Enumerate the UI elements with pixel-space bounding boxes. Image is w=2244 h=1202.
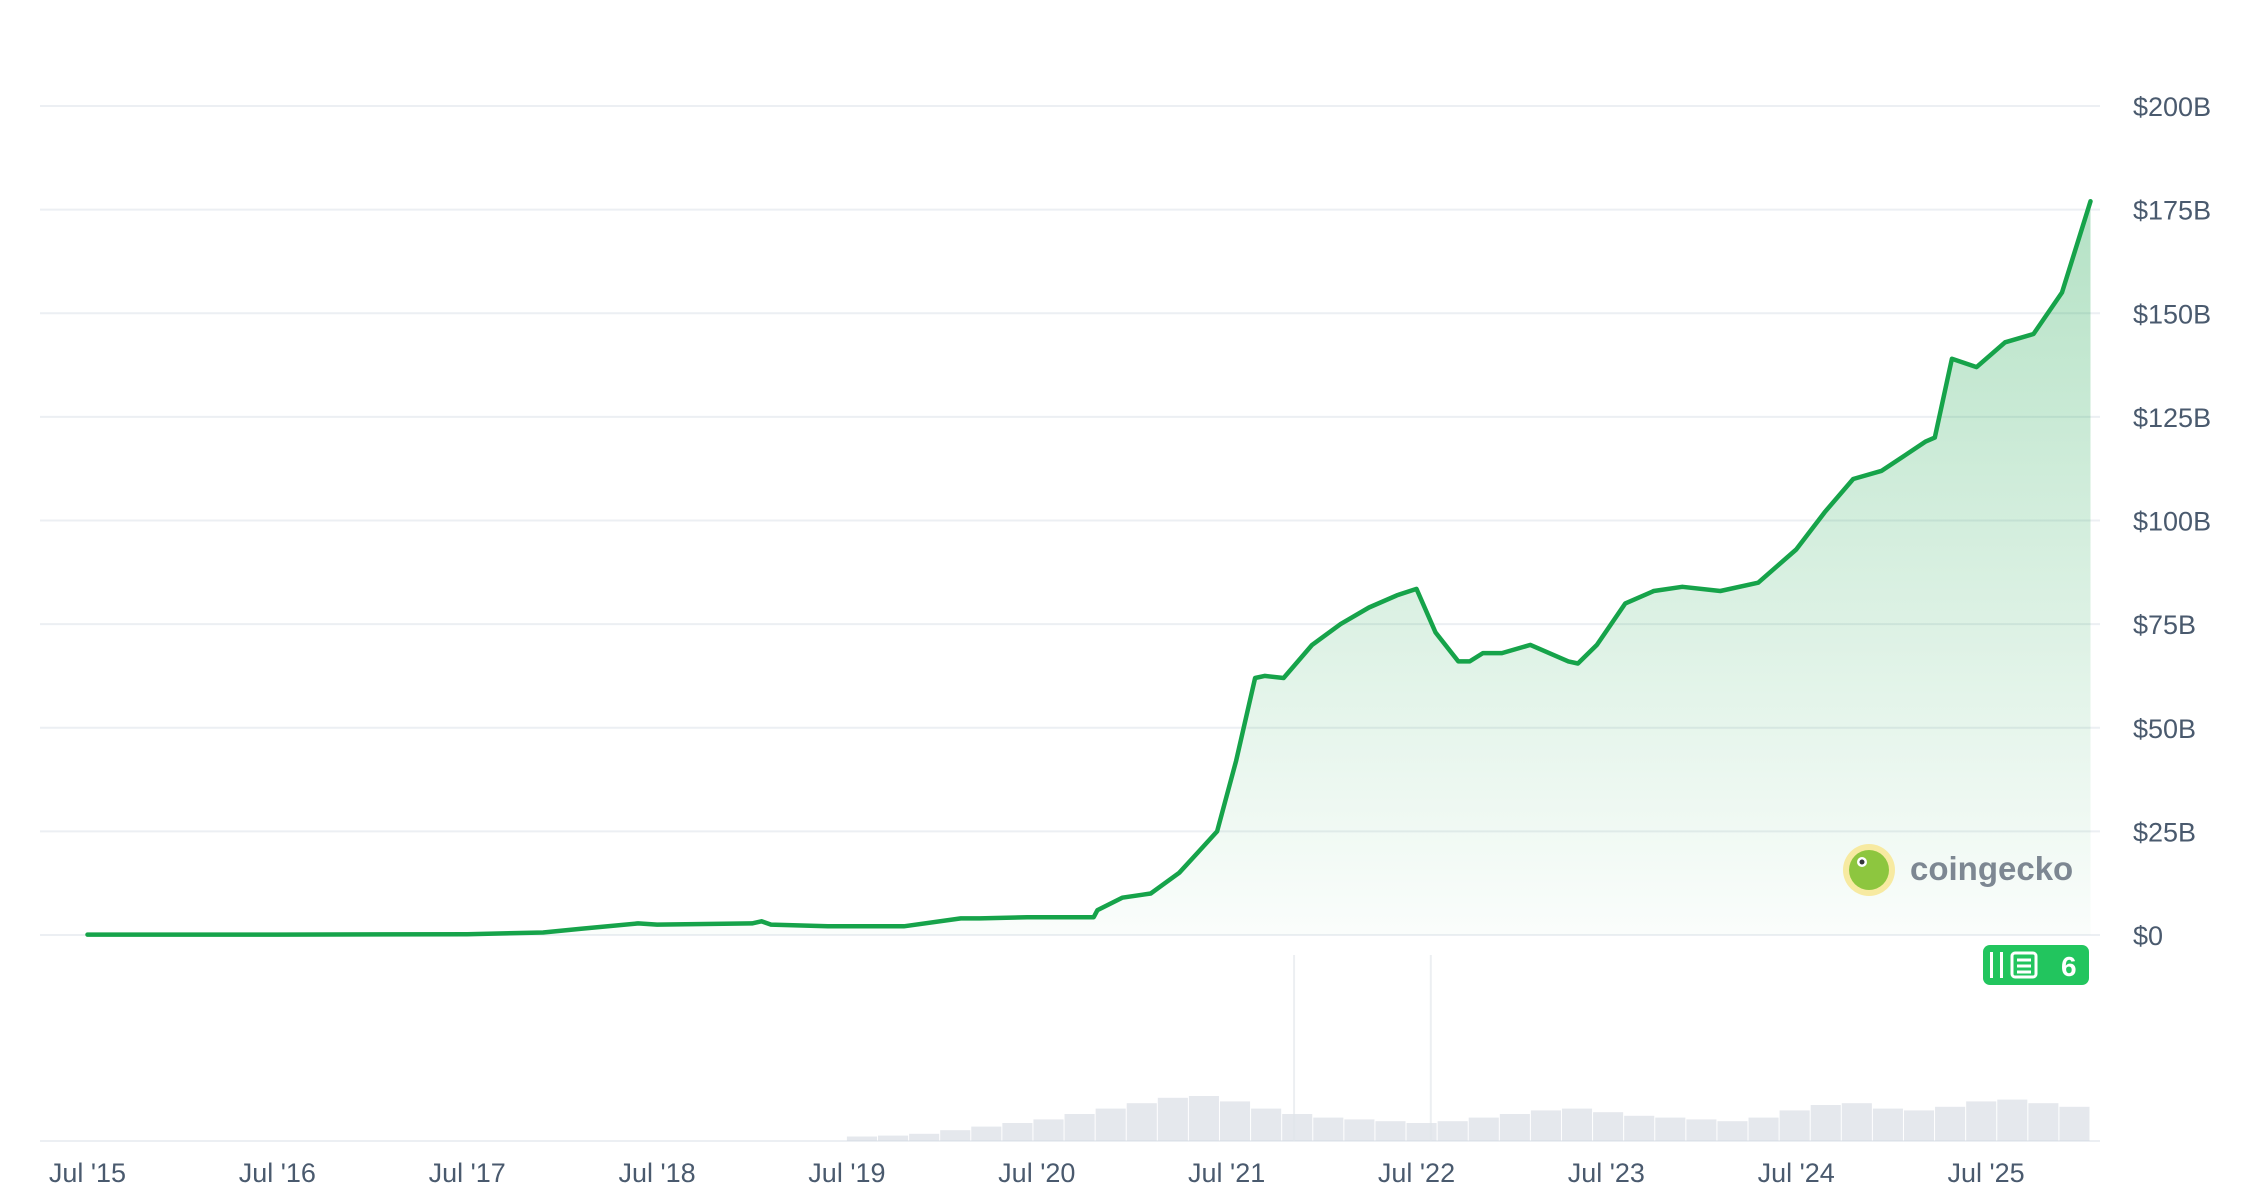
volume-bar xyxy=(1033,1119,1064,1141)
volume-bar xyxy=(1188,1096,1219,1141)
volume-bar xyxy=(1748,1117,1779,1141)
y-tick-label: $100B xyxy=(2133,507,2211,537)
volume-spike xyxy=(1429,955,1432,1141)
y-axis: $0 $25B $50B $75B $100B $125B $150B $175B $200B xyxy=(2133,92,2211,951)
volume-bar xyxy=(1903,1110,1935,1141)
x-tick-label: Jul '19 xyxy=(808,1158,885,1188)
volume-bar xyxy=(1872,1108,1903,1141)
y-tick-label: $200B xyxy=(2133,92,2211,122)
volume-bars xyxy=(846,955,2090,1141)
volume-bar xyxy=(878,1135,909,1141)
volume-bar xyxy=(1126,1103,1157,1141)
volume-bar xyxy=(909,1133,940,1141)
volume-bar xyxy=(1375,1121,1406,1141)
series-line[interactable] xyxy=(85,199,2093,937)
y-tick-label: $50B xyxy=(2133,714,2196,744)
volume-bar xyxy=(1686,1119,1717,1141)
x-tick-label: Jul '20 xyxy=(998,1158,1075,1188)
volume-bar xyxy=(1966,1101,1997,1141)
area-fill xyxy=(87,201,2091,936)
volume-bar xyxy=(1157,1097,1188,1141)
volume-bar xyxy=(1593,1112,1624,1141)
volume-bar xyxy=(940,1130,971,1141)
volume-bar xyxy=(1530,1110,1561,1141)
volume-bar xyxy=(1437,1121,1468,1141)
volume-bar xyxy=(1935,1106,1966,1141)
y-tick-label: $75B xyxy=(2133,610,2196,640)
coingecko-watermark: coingecko xyxy=(1843,844,2073,896)
volume-bar xyxy=(971,1126,1002,1141)
volume-bar xyxy=(1624,1115,1655,1141)
x-tick-label: Jul '15 xyxy=(49,1158,126,1188)
y-tick-label: $125B xyxy=(2133,403,2211,433)
x-tick-label: Jul '16 xyxy=(239,1158,316,1188)
volume-bar xyxy=(1779,1110,1810,1141)
volume-bar xyxy=(1997,1099,2028,1141)
volume-bar xyxy=(1095,1108,1126,1141)
volume-spike xyxy=(1293,955,1296,1141)
volume-bar xyxy=(1282,1114,1313,1141)
y-tick-label: $25B xyxy=(2133,817,2196,847)
y-tick-label: $175B xyxy=(2133,196,2211,226)
volume-bar xyxy=(1313,1117,1344,1141)
x-tick-label: Jul '25 xyxy=(1947,1158,2024,1188)
volume-bar xyxy=(2028,1103,2059,1141)
watermark-text: coingecko xyxy=(1910,850,2073,887)
volume-bar xyxy=(1468,1117,1499,1141)
volume-bar xyxy=(846,1136,878,1141)
x-tick-label: Jul '18 xyxy=(618,1158,695,1188)
volume-bar xyxy=(1499,1114,1530,1141)
news-count: 6 xyxy=(2061,951,2077,982)
x-tick-label: Jul '23 xyxy=(1568,1158,1645,1188)
volume-bar xyxy=(1406,1123,1437,1141)
x-axis: Jul '15 Jul '16 Jul '17 Jul '18 Jul '19 Jul '… xyxy=(49,1158,2025,1188)
y-tick-label: $0 xyxy=(2133,921,2163,951)
x-tick-label: Jul '24 xyxy=(1758,1158,1835,1188)
x-tick-label: Jul '21 xyxy=(1188,1158,1265,1188)
x-tick-label: Jul '17 xyxy=(429,1158,506,1188)
volume-bar xyxy=(2059,1106,2090,1141)
volume-bar xyxy=(1219,1101,1251,1141)
volume-bar xyxy=(1717,1121,1748,1141)
volume-bar xyxy=(1841,1103,1872,1141)
y-tick-label: $150B xyxy=(2133,299,2211,329)
volume-bar xyxy=(1064,1114,1095,1141)
volume-bar xyxy=(1002,1123,1033,1141)
volume-bar xyxy=(1344,1119,1375,1141)
volume-bar xyxy=(1810,1105,1841,1141)
volume-bar xyxy=(1561,1108,1593,1141)
newspaper-icon xyxy=(2010,951,2038,979)
news-badge[interactable]: 6 xyxy=(1983,945,2089,985)
volume-bar xyxy=(1251,1108,1282,1141)
volume-bar xyxy=(1655,1117,1686,1141)
x-tick-label: Jul '22 xyxy=(1378,1158,1455,1188)
